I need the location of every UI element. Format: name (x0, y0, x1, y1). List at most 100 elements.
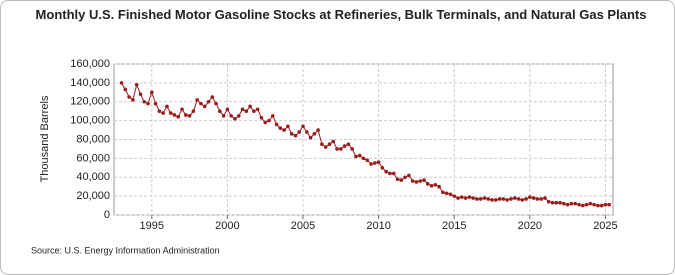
data-point (240, 107, 245, 112)
data-point (512, 196, 517, 200)
data-point (414, 180, 419, 184)
data-point (342, 144, 347, 148)
data-point (399, 178, 404, 182)
x-tick-label: 2020 (518, 220, 542, 232)
y-tick-label: 100,000 (70, 115, 110, 127)
x-tick-label: 2010 (366, 220, 390, 232)
data-point (418, 179, 423, 183)
data-point (165, 104, 169, 109)
data-point (316, 128, 320, 132)
data-point (255, 107, 260, 112)
data-point (403, 175, 407, 180)
plot-area (113, 63, 614, 216)
data-point (180, 107, 184, 112)
data-point (172, 113, 177, 117)
data-point (433, 183, 438, 187)
data-point (119, 81, 124, 85)
series-line (121, 82, 610, 207)
data-point (346, 142, 351, 147)
data-point (584, 202, 589, 207)
data-point (603, 202, 608, 207)
x-tick-label: 2015 (442, 220, 466, 232)
data-point (354, 154, 358, 159)
data-point (286, 124, 290, 129)
y-tick-label: 20,000 (76, 190, 110, 202)
data-point (524, 197, 528, 201)
data-point (301, 124, 305, 129)
data-point (244, 109, 249, 113)
data-point (236, 114, 241, 118)
data-point (176, 115, 181, 119)
data-point (350, 147, 354, 151)
data-point (134, 82, 139, 87)
y-tick-label: 80,000 (76, 133, 110, 145)
y-tick-label: 140,000 (70, 77, 110, 89)
data-point (289, 132, 294, 136)
data-point (486, 197, 491, 201)
data-point (150, 90, 154, 95)
data-point (505, 198, 509, 202)
data-point (543, 196, 547, 200)
data-point (425, 182, 430, 186)
data-point (146, 101, 150, 106)
data-point (607, 202, 612, 207)
data-point (441, 190, 445, 195)
data-point (599, 203, 604, 208)
data-point (422, 178, 426, 182)
data-point (331, 139, 336, 144)
data-point (365, 158, 370, 163)
data-point (229, 114, 233, 118)
data-point (531, 196, 536, 200)
data-point (467, 195, 472, 199)
data-point (282, 128, 286, 132)
data-point (520, 198, 525, 202)
data-point (202, 104, 207, 109)
y-tick-label: 160,000 (70, 58, 110, 70)
data-point (494, 198, 498, 202)
data-point (558, 200, 562, 205)
x-tick-label: 2005 (291, 220, 315, 232)
data-point (263, 120, 268, 125)
data-point (452, 194, 457, 198)
data-point (391, 171, 396, 176)
data-point (221, 114, 226, 118)
data-point (562, 201, 566, 206)
data-point (123, 87, 128, 92)
data-point (312, 132, 317, 136)
data-point (320, 142, 324, 147)
data-point (376, 160, 381, 164)
data-point (293, 133, 298, 138)
data-point (127, 95, 131, 99)
data-point (210, 95, 215, 99)
data-point (471, 196, 475, 200)
data-point (475, 197, 479, 201)
data-point (463, 196, 468, 200)
data-point (407, 173, 411, 178)
data-point (565, 202, 570, 207)
data-point (588, 201, 593, 206)
data-point (550, 200, 555, 205)
data-point (138, 92, 143, 96)
data-point (478, 197, 483, 201)
x-tick-label: 2000 (215, 220, 239, 232)
data-point (195, 98, 199, 102)
data-point (388, 171, 392, 176)
data-point (539, 197, 543, 201)
data-point (131, 98, 135, 102)
data-point (270, 114, 275, 118)
data-point (323, 145, 328, 149)
x-tick-label: 1995 (140, 220, 164, 232)
data-point (142, 99, 147, 104)
data-point (225, 107, 230, 112)
data-point (509, 197, 513, 201)
data-point (501, 197, 506, 201)
chart-title: Monthly U.S. Finished Motor Gasoline Sto… (35, 7, 647, 22)
y-tick-label: 60,000 (76, 152, 110, 164)
data-point (380, 166, 385, 170)
data-point (361, 156, 366, 161)
data-point (497, 197, 502, 201)
data-point (233, 116, 237, 121)
data-point (168, 111, 173, 115)
